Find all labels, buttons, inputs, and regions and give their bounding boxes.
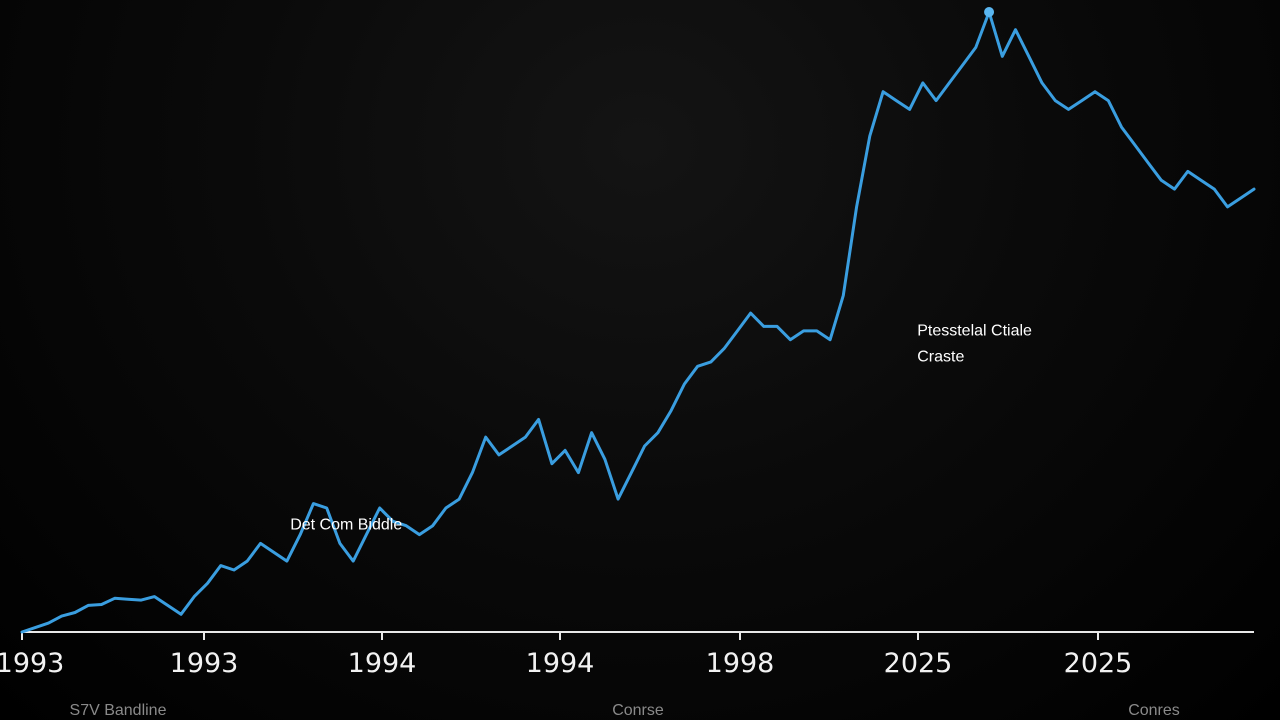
annotation-label: Ptesstelal Ctiale	[917, 322, 1032, 339]
footer-labels: S7V Bandline Conrse Conres	[70, 702, 1180, 719]
footer-label: S7V Bandline	[70, 702, 167, 719]
x-tick-label: 1998	[706, 648, 775, 679]
x-tick-label: 1994	[526, 648, 595, 679]
x-tick-label: 2025	[884, 648, 953, 679]
annotations: Det Com Biddle Ptesstelal Ctiale Craste	[290, 322, 1032, 533]
footer-label: Conrse	[612, 702, 664, 719]
annotation-label: Craste	[917, 348, 964, 365]
footer-label: Conres	[1128, 702, 1180, 719]
annotation-label: Det Com Biddle	[290, 516, 402, 533]
x-tick-label: 2025	[1064, 648, 1133, 679]
x-tick-label: 1993	[0, 648, 64, 679]
x-tick-labels: 1993 1993 1994 1994 1998 2025 2025	[0, 632, 1132, 679]
x-tick-label: 1994	[348, 648, 417, 679]
x-tick-label: 1993	[170, 648, 239, 679]
peak-marker	[984, 7, 995, 17]
series-line	[20, 10, 1256, 634]
